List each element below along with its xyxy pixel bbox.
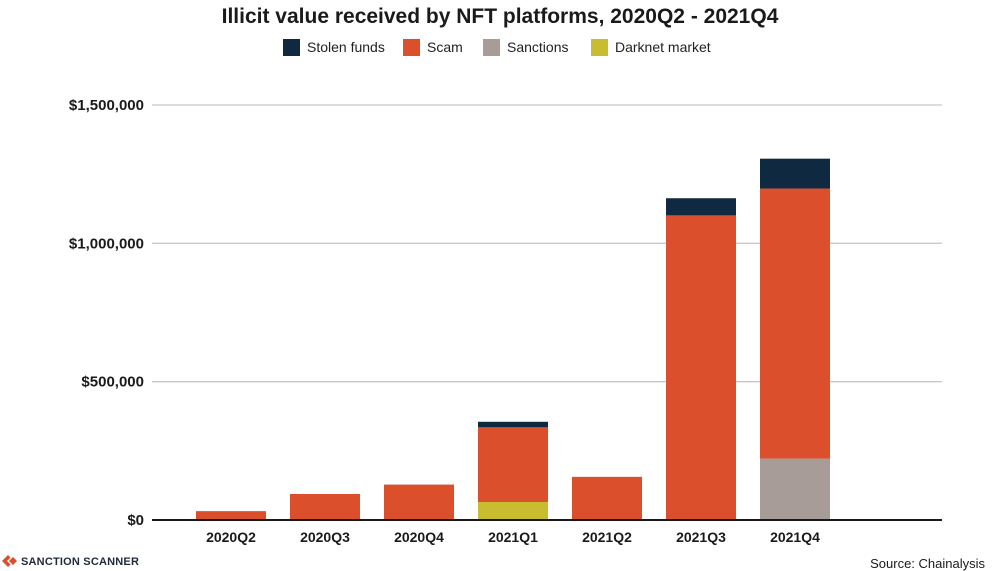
bar-scam-2020q2 xyxy=(196,511,266,520)
y-tick-label: $1,500,000 xyxy=(69,97,144,114)
legend-item-sanctions: Sanctions xyxy=(483,39,568,56)
bar-scam-2021q4 xyxy=(760,188,830,459)
bar-scam-2020q3 xyxy=(290,493,360,520)
bar-darknet-market-2021q1 xyxy=(478,502,548,520)
bar-scam-2020q4 xyxy=(384,484,454,520)
bar-stolen-funds-2021q4 xyxy=(760,158,830,189)
legend: Stolen funds Scam Sanctions Darknet market xyxy=(283,39,711,56)
bar-scam-2021q1 xyxy=(478,427,548,503)
legend-item-stolen-funds: Stolen funds xyxy=(283,39,385,56)
x-tick-label: 2021Q2 xyxy=(582,529,632,545)
bars xyxy=(196,158,830,520)
brand-logo: SANCTION SCANNER xyxy=(2,555,139,568)
y-axis: $0 $500,000 $1,000,000 $1,500,000 xyxy=(69,97,144,529)
x-tick-label: 2020Q2 xyxy=(206,529,256,545)
bar-scam-2021q2 xyxy=(572,476,642,520)
x-tick-label: 2021Q4 xyxy=(770,529,820,545)
x-tick-label: 2020Q3 xyxy=(300,529,350,545)
y-tick-label: $0 xyxy=(127,512,144,529)
chart-title: Illicit value received by NFT platforms,… xyxy=(222,5,779,28)
legend-label: Darknet market xyxy=(615,39,711,55)
source-note: Source: Chainalysis xyxy=(870,556,985,571)
legend-swatch xyxy=(591,39,608,56)
bar-stolen-funds-2021q3 xyxy=(666,198,736,216)
legend-label: Stolen funds xyxy=(307,39,385,55)
y-tick-label: $500,000 xyxy=(81,374,144,391)
legend-swatch xyxy=(403,39,420,56)
legend-item-darknet-market: Darknet market xyxy=(591,39,711,56)
legend-label: Sanctions xyxy=(507,39,568,55)
bar-scam-2021q3 xyxy=(666,215,736,520)
x-axis: 2020Q2 2020Q3 2020Q4 2021Q1 2021Q2 2021Q3 2021… xyxy=(152,519,942,545)
bar-sanctions-2021q4 xyxy=(760,458,830,520)
legend-swatch xyxy=(283,39,300,56)
y-tick-label: $1,000,000 xyxy=(69,235,144,252)
bar-stolen-funds-2021q1 xyxy=(478,421,548,428)
sanction-scanner-logo-icon xyxy=(2,555,17,567)
x-tick-label: 2020Q4 xyxy=(394,529,444,545)
legend-item-scam: Scam xyxy=(403,39,463,56)
brand-name: SANCTION SCANNER xyxy=(21,556,139,568)
legend-swatch xyxy=(483,39,500,56)
x-tick-label: 2021Q3 xyxy=(676,529,726,545)
legend-label: Scam xyxy=(427,39,463,55)
x-tick-label: 2021Q1 xyxy=(488,529,538,545)
